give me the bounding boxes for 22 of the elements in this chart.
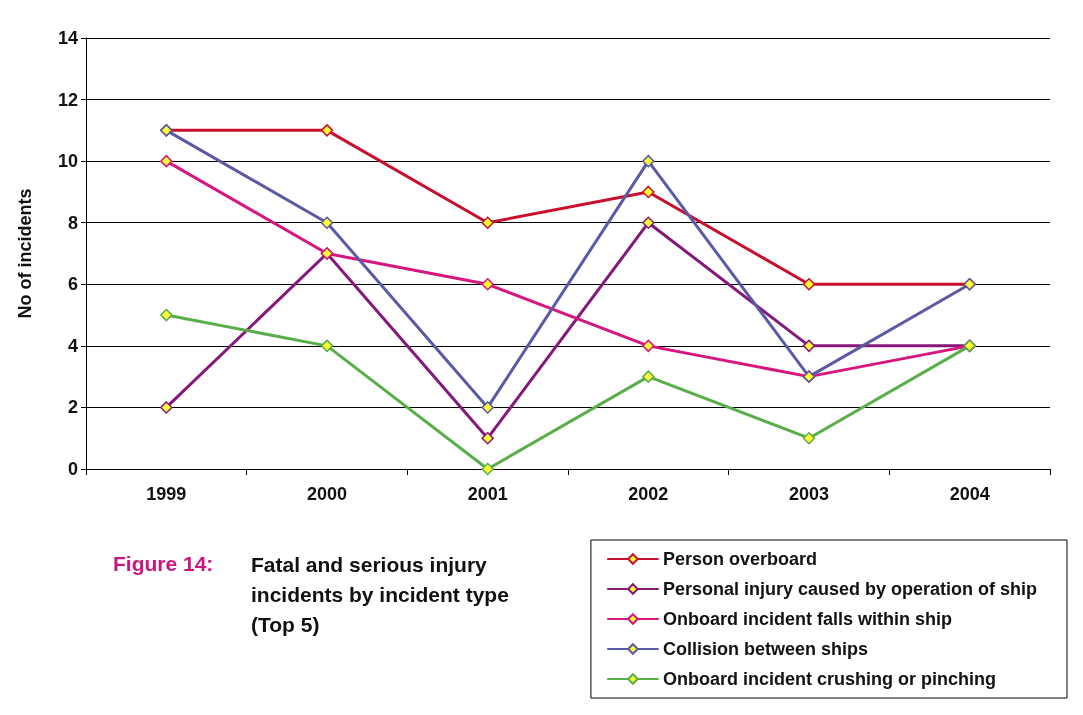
legend-label: Personal injury caused by operation of ship [662,579,1038,599]
y-tick-label: 12 [57,89,78,110]
y-tick-label: 2 [67,397,78,418]
y-tick-label: 8 [67,212,78,233]
y-axis-title: No of incidents [15,188,35,319]
y-tick-label: 0 [67,459,78,479]
x-tick-label: 2001 [467,484,508,504]
x-tick-label: 2004 [949,484,990,504]
caption: Figure 14: [113,552,214,575]
y-tick-label: 14 [57,28,78,48]
legend-label: Person overboard [662,549,817,569]
y-tick-label: 6 [67,274,78,295]
x-tick-label: 2000 [306,484,348,504]
text: Fatal and serious injury incidents by incident type (Top 5) [251,552,515,636]
x-tick-label: 2003 [788,484,830,504]
y-tick-label: 10 [57,151,78,172]
legend-label: Onboard incident crushing or pinching [662,669,996,689]
legend-label: Onboard incident falls within ship [662,609,952,629]
x-tick-label: 1999 [146,484,187,504]
x-tick-label: 2002 [628,484,669,504]
y-tick-label: 4 [67,335,78,356]
legend-label: Collision between ships [662,639,868,659]
